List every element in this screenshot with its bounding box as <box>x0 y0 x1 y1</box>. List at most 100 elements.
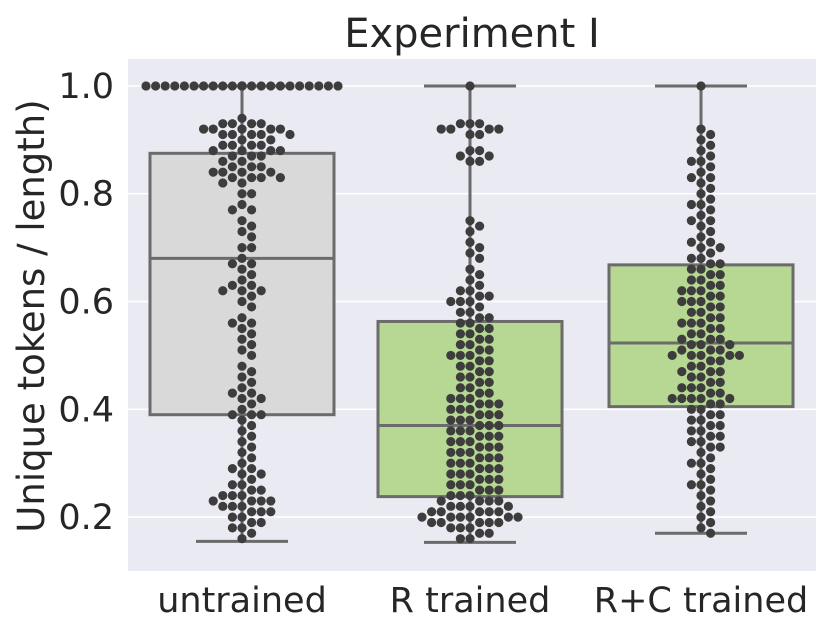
data-point <box>465 447 475 458</box>
data-point <box>465 248 475 258</box>
data-point <box>475 410 485 420</box>
data-point <box>266 146 276 156</box>
data-point <box>484 323 494 334</box>
data-point <box>465 156 475 166</box>
data-point <box>446 404 456 414</box>
data-point <box>417 512 427 522</box>
data-point <box>465 501 475 511</box>
data-point <box>227 162 237 172</box>
y-tick-labels: 0.2 0.4 0.6 0.8 1.0 <box>58 67 114 538</box>
data-point <box>706 259 716 269</box>
data-point <box>141 81 151 91</box>
data-point <box>256 81 266 91</box>
data-point <box>247 243 257 253</box>
data-point <box>465 523 475 533</box>
x-tick-label: R+C trained <box>594 581 808 621</box>
data-point <box>247 496 257 506</box>
data-point <box>677 366 687 377</box>
data-point <box>237 226 247 237</box>
data-point <box>715 399 725 409</box>
data-point <box>475 269 485 280</box>
data-point <box>696 480 706 490</box>
data-point <box>706 248 716 258</box>
data-point <box>465 119 475 129</box>
data-point <box>247 517 257 528</box>
data-point <box>247 350 257 361</box>
data-point <box>446 512 456 522</box>
data-point <box>208 167 218 177</box>
data-point <box>706 474 716 484</box>
data-point <box>696 189 706 199</box>
data-point <box>475 146 485 156</box>
data-point <box>715 334 725 344</box>
data-point <box>484 517 494 528</box>
data-point <box>218 119 228 129</box>
data-point <box>494 124 504 134</box>
data-point <box>677 286 687 296</box>
data-point <box>275 81 285 91</box>
data-point <box>686 275 697 285</box>
data-point <box>494 453 504 463</box>
data-point <box>686 199 697 210</box>
data-point <box>237 323 247 334</box>
data-point <box>465 383 475 393</box>
data-point <box>686 437 697 447</box>
data-point <box>247 366 257 377</box>
data-point <box>314 81 324 91</box>
data-point <box>247 453 257 463</box>
y-tick-label: 0.6 <box>58 283 114 323</box>
data-point <box>484 334 494 344</box>
data-point <box>455 523 465 533</box>
data-point <box>237 178 247 188</box>
data-point <box>256 151 266 161</box>
data-point <box>706 453 716 463</box>
data-point <box>465 226 475 237</box>
data-point <box>715 366 725 377</box>
data-point <box>706 162 716 172</box>
data-point <box>455 119 465 129</box>
data-point <box>237 490 247 501</box>
data-point <box>686 350 697 361</box>
data-point <box>256 140 266 150</box>
data-point <box>465 318 475 328</box>
data-point <box>237 275 247 285</box>
data-point <box>715 302 725 312</box>
data-point <box>446 393 456 404</box>
data-point <box>686 237 697 247</box>
data-point <box>706 366 716 377</box>
data-point <box>715 313 725 323</box>
data-point <box>455 437 465 447</box>
data-point <box>686 383 697 393</box>
data-point <box>475 356 485 366</box>
data-point <box>247 221 257 231</box>
data-point <box>465 286 475 296</box>
data-point <box>208 124 218 134</box>
data-point <box>237 534 247 544</box>
data-point <box>686 329 697 339</box>
data-point <box>247 329 257 339</box>
data-point <box>218 81 228 91</box>
data-point <box>218 129 228 140</box>
data-point <box>237 146 247 156</box>
data-point <box>227 81 237 91</box>
data-point <box>706 183 716 193</box>
data-point <box>237 404 247 414</box>
data-point <box>706 302 716 312</box>
data-point <box>266 135 276 145</box>
data-point <box>494 420 504 431</box>
data-point <box>484 474 494 484</box>
data-point <box>208 496 218 506</box>
data-point <box>696 253 706 264</box>
data-point <box>455 286 465 296</box>
data-point <box>247 140 257 150</box>
data-point <box>237 81 247 91</box>
data-point <box>256 517 266 528</box>
data-point <box>237 512 247 522</box>
data-point <box>285 81 295 91</box>
data-point <box>475 420 485 431</box>
data-point <box>686 426 697 436</box>
data-point <box>677 393 687 404</box>
data-point <box>446 523 456 533</box>
data-point <box>706 269 716 280</box>
data-point <box>696 135 706 145</box>
